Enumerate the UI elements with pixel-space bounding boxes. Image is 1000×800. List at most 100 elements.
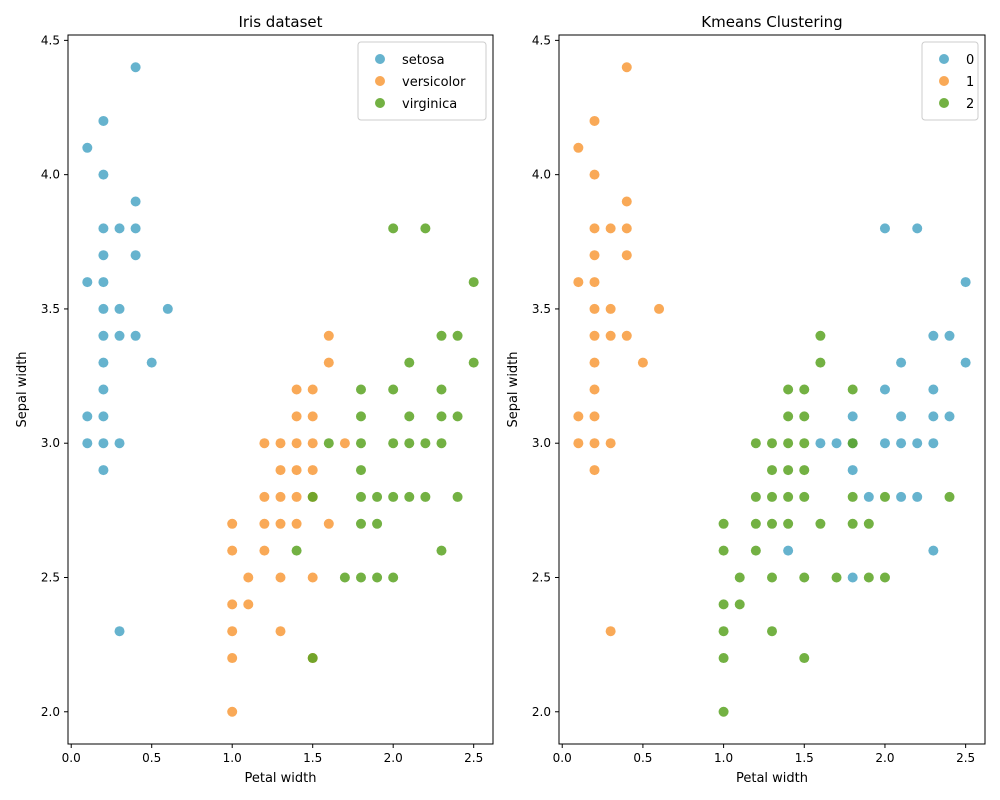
point-0 [912, 491, 923, 502]
y-tick-label: 2.0 [532, 705, 551, 719]
point-2 [767, 572, 777, 583]
point-virginica [436, 545, 447, 556]
point-setosa [82, 142, 93, 153]
point-virginica [355, 438, 366, 449]
point-0 [783, 545, 794, 556]
point-virginica [307, 491, 318, 502]
point-2 [863, 572, 874, 583]
point-versicolor [339, 438, 350, 449]
point-2 [799, 491, 810, 502]
kmeans-clustering-panel: Kmeans Clustering 0.0 0.5 1.0 1.5 2.0 2.5 2.0 2.… [506, 13, 986, 786]
point-versicolor [307, 465, 318, 476]
point-virginica [436, 411, 447, 422]
point-2 [718, 545, 729, 556]
x-tick-label: 0.0 [62, 751, 81, 765]
legend-marker-setosa [375, 54, 385, 64]
point-setosa [130, 223, 141, 234]
point-2 [847, 491, 858, 502]
point-virginica [404, 438, 415, 449]
point-2 [783, 438, 794, 449]
point-setosa [98, 411, 109, 422]
point-2 [799, 411, 810, 422]
point-versicolor [275, 518, 286, 529]
point-versicolor [243, 599, 254, 610]
point-0 [928, 330, 939, 341]
point-1 [589, 277, 600, 288]
point-virginica [372, 491, 383, 502]
point-2 [847, 518, 858, 529]
y-tick-label: 2.0 [41, 705, 60, 719]
point-versicolor [259, 491, 270, 502]
y-tick-label: 3.5 [532, 302, 551, 316]
point-0 [928, 545, 939, 556]
point-0 [879, 384, 890, 395]
point-2 [718, 518, 729, 529]
point-1 [573, 411, 584, 422]
point-0 [896, 357, 907, 368]
point-2 [783, 411, 794, 422]
point-1 [589, 411, 600, 422]
point-0 [928, 411, 939, 422]
plot-frame [558, 34, 986, 745]
point-virginica [355, 384, 366, 395]
point-1 [589, 223, 600, 234]
point-1 [621, 196, 632, 207]
x-tick-label: 0.5 [633, 751, 652, 765]
legend-label-versicolor: versicolor [402, 75, 466, 90]
point-2 [734, 599, 745, 610]
point-virginica [339, 572, 350, 583]
point-virginica [388, 438, 399, 449]
point-versicolor [307, 411, 318, 422]
y-tick-label: 3.0 [41, 436, 60, 450]
point-2 [750, 438, 761, 449]
x-tick-label: 2.0 [875, 751, 894, 765]
point-2 [750, 518, 761, 529]
point-versicolor [291, 518, 302, 529]
point-virginica [404, 411, 415, 422]
legend-label-virginica: virginica [402, 97, 457, 112]
legend: 0 1 2 [921, 41, 979, 121]
point-2 [718, 626, 729, 637]
point-0 [879, 223, 890, 234]
point-2 [799, 465, 810, 476]
point-versicolor [275, 491, 286, 502]
point-2 [879, 572, 890, 583]
point-virginica [355, 411, 366, 422]
point-virginica [436, 330, 447, 341]
point-versicolor [291, 411, 302, 422]
point-1 [589, 384, 600, 395]
point-1 [654, 303, 665, 314]
point-setosa [98, 303, 109, 314]
point-2 [767, 438, 777, 449]
point-versicolor [291, 465, 302, 476]
x-tick-label: 2.5 [956, 751, 975, 765]
point-versicolor [275, 465, 286, 476]
point-0 [960, 357, 971, 368]
point-setosa [146, 357, 157, 368]
point-0 [815, 438, 826, 449]
point-setosa [162, 303, 173, 314]
legend-box [921, 41, 979, 121]
point-1 [589, 330, 600, 341]
point-virginica [468, 277, 479, 288]
point-virginica [452, 411, 463, 422]
point-0 [944, 330, 955, 341]
legend-marker-versicolor [375, 76, 385, 86]
point-2 [783, 465, 794, 476]
point-1 [589, 169, 600, 180]
point-setosa [114, 626, 125, 637]
point-virginica [420, 223, 431, 234]
point-setosa [130, 196, 141, 207]
point-virginica [372, 518, 383, 529]
point-2 [799, 653, 810, 664]
point-2 [815, 330, 826, 341]
point-1 [605, 303, 616, 314]
point-0 [896, 411, 907, 422]
legend-marker-virginica [375, 98, 385, 108]
legend-marker-2 [939, 98, 949, 108]
point-2 [815, 357, 826, 368]
point-0 [847, 411, 858, 422]
point-virginica [436, 438, 447, 449]
legend-label-0: 0 [966, 53, 974, 68]
